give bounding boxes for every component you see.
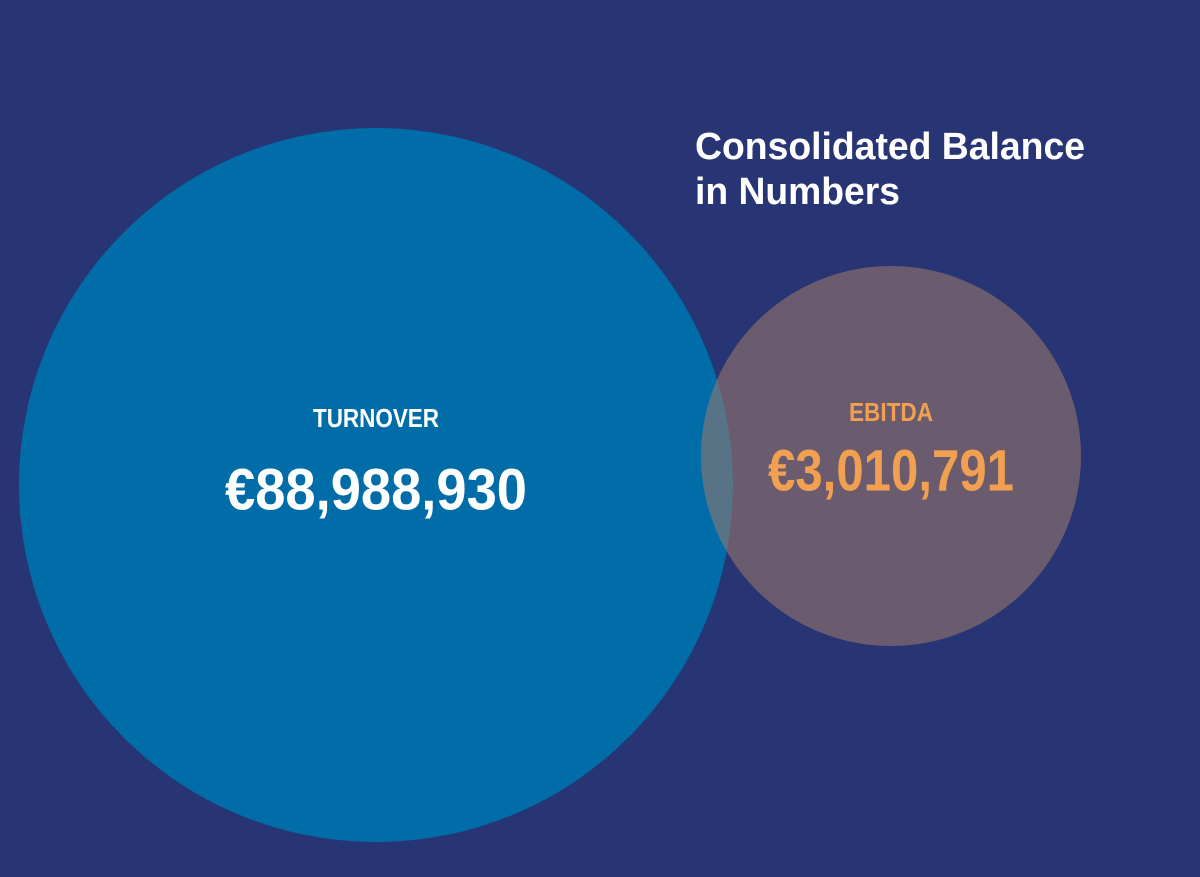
title-line: in Numbers	[695, 171, 900, 213]
ebitda-circle	[701, 266, 1081, 646]
ebitda-value: €3,010,791	[768, 438, 1014, 503]
turnover-value: €88,988,930	[225, 457, 527, 522]
turnover-label: TURNOVER	[313, 403, 439, 433]
ebitda-label: EBITDA	[849, 397, 933, 427]
turnover-circle	[19, 128, 733, 842]
title-line: Consolidated Balance	[695, 126, 1085, 168]
